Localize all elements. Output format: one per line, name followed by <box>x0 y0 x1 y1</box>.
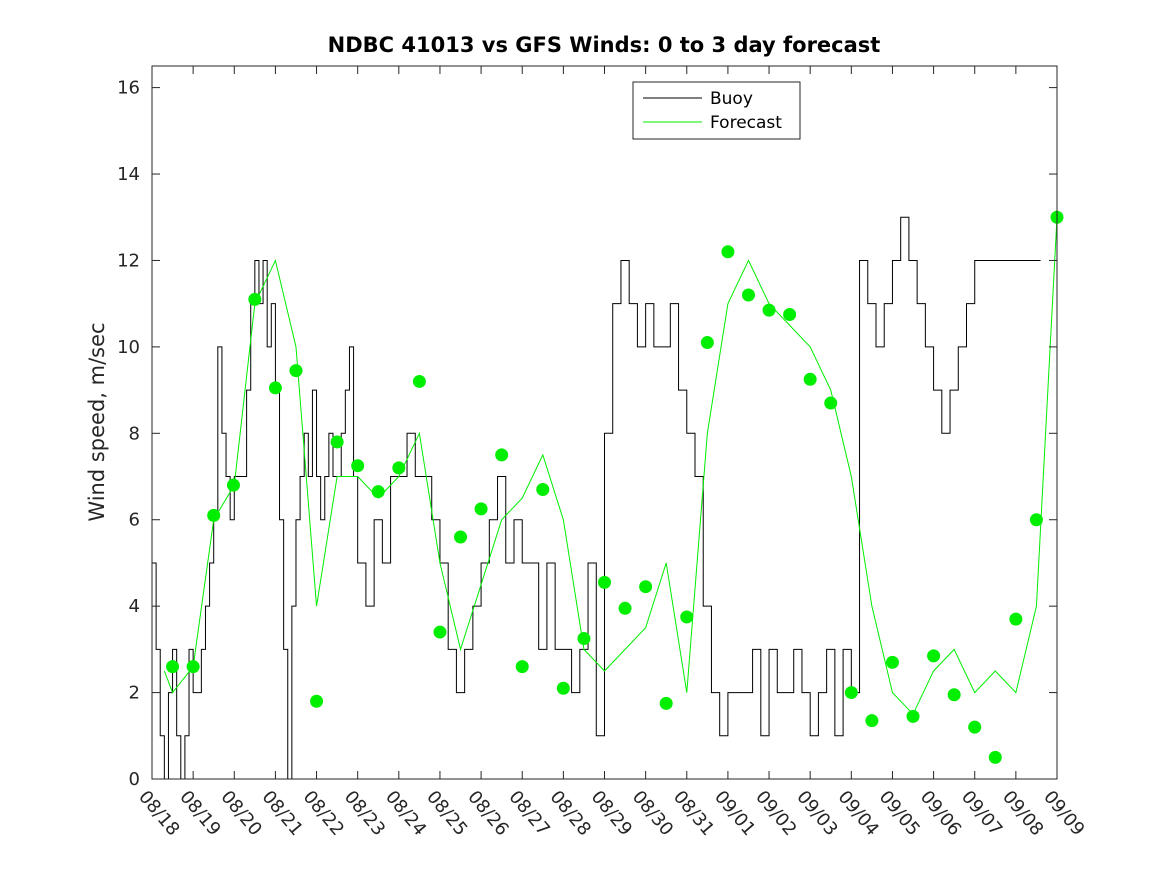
forecast-point <box>741 288 755 302</box>
forecast-point <box>700 336 714 350</box>
forecast-point <box>824 396 838 410</box>
forecast-point <box>618 601 632 615</box>
x-tick-label: 08/26 <box>463 787 512 840</box>
x-tick-label: 08/19 <box>175 787 224 840</box>
forecast-point <box>968 720 982 734</box>
forecast-point <box>248 292 262 306</box>
forecast-point <box>844 686 858 700</box>
x-tick-label: 08/20 <box>216 787 265 840</box>
legend-forecast-label: Forecast <box>710 113 782 133</box>
y-tick-label: 8 <box>129 423 140 444</box>
forecast-point <box>351 459 365 473</box>
forecast-point <box>268 381 282 395</box>
x-tick-label: 08/22 <box>299 787 348 840</box>
x-tick-label: 09/09 <box>1039 787 1088 840</box>
x-tick-label: 09/05 <box>875 787 924 840</box>
x-tick-label: 08/23 <box>340 787 389 840</box>
forecast-point <box>186 660 200 674</box>
x-tick-label: 09/01 <box>710 787 759 840</box>
forecast-point <box>577 632 591 646</box>
x-tick-label: 08/31 <box>669 787 718 840</box>
x-tick-label: 09/08 <box>998 787 1047 840</box>
y-tick-label: 12 <box>117 250 140 271</box>
chart-title: NDBC 41013 vs GFS Winds: 0 to 3 day fore… <box>328 33 881 57</box>
forecast-point <box>556 681 570 695</box>
series-line-buoy <box>152 216 1041 779</box>
x-tick-label: 08/27 <box>504 787 553 840</box>
forecast-point <box>721 245 735 259</box>
x-tick-label: 08/25 <box>422 787 471 840</box>
x-tick-label: 08/28 <box>546 787 595 840</box>
forecast-point <box>762 303 776 317</box>
legend-box <box>632 81 801 140</box>
x-tick-label: 08/21 <box>258 787 307 840</box>
x-tick-label: 09/07 <box>957 787 1006 840</box>
x-tick-label: 08/29 <box>587 787 636 840</box>
y-tick-label: 4 <box>129 596 140 617</box>
forecast-point <box>495 448 509 462</box>
x-tick-label: 08/24 <box>381 787 430 840</box>
forecast-point <box>906 709 920 723</box>
forecast-point <box>598 575 611 589</box>
series-line-forecast <box>163 217 1057 716</box>
series-layer <box>152 216 1057 779</box>
forecast-point <box>330 435 344 449</box>
legend-buoy-label: Buoy <box>710 89 753 109</box>
forecast-point <box>412 374 426 388</box>
x-tick-label: 09/04 <box>833 787 882 840</box>
forecast-point <box>536 482 550 496</box>
forecast-point <box>639 580 653 594</box>
forecast-point <box>371 485 385 499</box>
forecast-point <box>226 478 240 492</box>
forecast-point <box>947 688 961 702</box>
forecast-point <box>310 694 324 708</box>
forecast-point <box>1029 513 1043 527</box>
legend: Buoy Forecast <box>632 81 801 140</box>
forecast-point <box>433 625 447 639</box>
x-tick-label: 08/18 <box>134 787 183 840</box>
forecast-point <box>783 307 797 321</box>
x-tick-label: 08/30 <box>628 787 677 840</box>
marker-layer <box>166 210 1064 764</box>
forecast-point <box>988 750 1002 764</box>
forecast-point <box>659 696 673 710</box>
y-axis-label: Wind speed, m/sec <box>85 322 109 521</box>
x-tick-label: 09/02 <box>751 787 800 840</box>
forecast-point <box>1009 612 1023 626</box>
y-tick-label: 14 <box>117 164 140 185</box>
forecast-point <box>865 714 879 728</box>
forecast-point <box>392 461 406 475</box>
y-tick-label: 6 <box>129 510 140 531</box>
forecast-point <box>289 364 303 378</box>
forecast-point <box>885 655 899 669</box>
forecast-point <box>803 372 817 386</box>
x-tick-label: 09/03 <box>792 787 841 840</box>
y-tick-label: 0 <box>129 769 140 790</box>
x-tick-label: 09/06 <box>916 787 965 840</box>
y-tick-label: 16 <box>117 78 140 99</box>
forecast-point <box>927 649 941 663</box>
y-axis: 0 2 4 6 8 10 12 14 16 <box>117 78 1057 790</box>
forecast-point <box>207 508 221 522</box>
forecast-point <box>680 610 694 624</box>
y-tick-label: 10 <box>117 337 140 358</box>
forecast-point <box>454 530 468 544</box>
forecast-point <box>474 502 488 516</box>
y-tick-label: 2 <box>129 683 140 704</box>
forecast-point <box>166 660 180 674</box>
forecast-point <box>515 660 529 674</box>
